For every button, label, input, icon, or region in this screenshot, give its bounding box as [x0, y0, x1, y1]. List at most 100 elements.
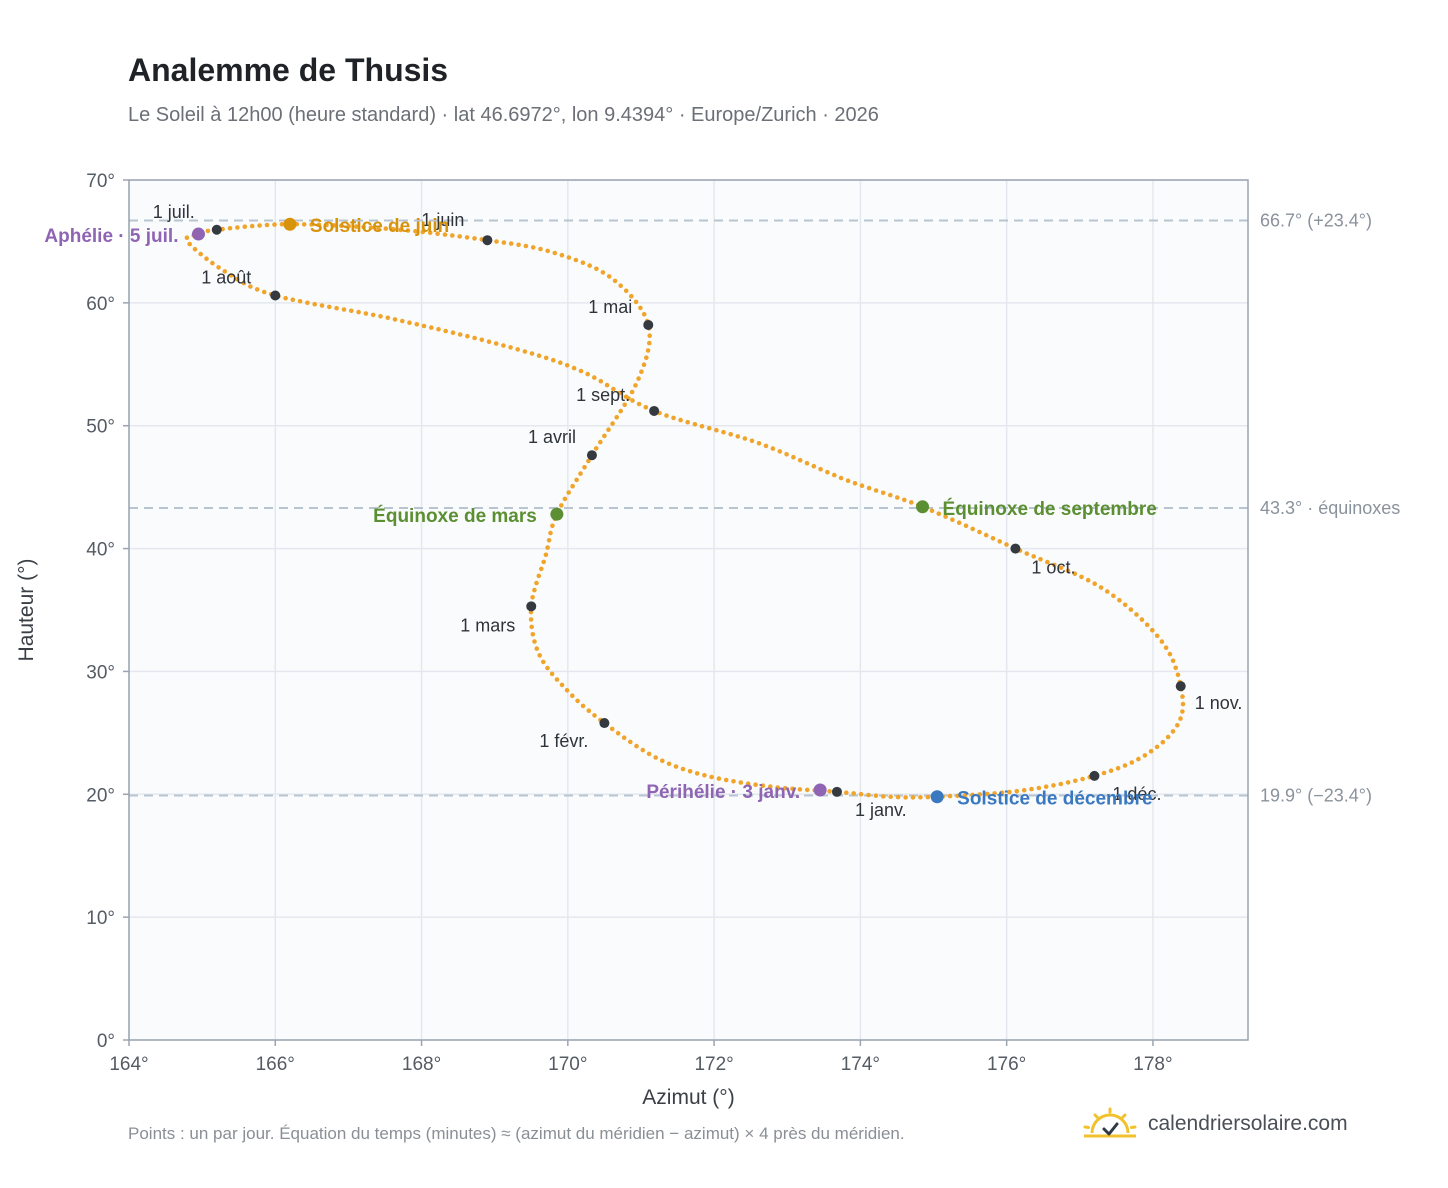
month-label: 1 juil. — [153, 202, 195, 222]
month-label: 1 juin — [421, 210, 464, 230]
daily-point — [852, 481, 858, 486]
event-label: Solstice de décembre — [957, 789, 1152, 810]
daily-point — [559, 252, 565, 258]
daily-point — [611, 386, 616, 392]
daily-point — [1021, 787, 1027, 793]
daily-point — [1038, 557, 1043, 562]
daily-point — [895, 794, 901, 800]
month-label: 1 avril — [528, 427, 576, 447]
daily-point — [534, 580, 539, 586]
daily-point — [570, 693, 575, 698]
daily-point — [818, 466, 823, 472]
daily-point — [1092, 581, 1097, 586]
month-marker — [649, 405, 660, 416]
daily-point — [493, 341, 499, 346]
daily-point — [361, 224, 366, 230]
daily-point — [680, 766, 686, 772]
daily-point — [549, 671, 555, 677]
daily-point — [629, 293, 634, 299]
daily-point — [895, 495, 900, 500]
daily-point — [210, 260, 215, 266]
month-label: 1 oct. — [1031, 558, 1075, 578]
x-tick-label: 178° — [1133, 1054, 1172, 1075]
daily-point — [552, 250, 558, 256]
event-marker — [916, 500, 930, 514]
daily-point — [702, 773, 707, 778]
daily-point — [784, 452, 789, 457]
daily-point — [888, 492, 893, 498]
daily-point — [1122, 763, 1128, 768]
daily-point — [407, 320, 412, 326]
daily-point — [534, 646, 540, 651]
daily-point — [1085, 577, 1091, 583]
daily-point — [1165, 734, 1171, 740]
daily-point — [501, 240, 507, 245]
reference-line-label: 43.3° · équinoxes — [1260, 498, 1400, 518]
daily-point — [543, 552, 549, 558]
daily-point — [405, 228, 411, 233]
daily-point — [970, 792, 975, 798]
daily-point — [641, 362, 647, 368]
y-tick-label: 50° — [86, 417, 115, 438]
month-label: 1 déc. — [1112, 784, 1161, 804]
daily-point — [811, 463, 817, 469]
month-marker — [211, 224, 222, 235]
daily-point — [956, 520, 962, 525]
daily-point — [723, 777, 729, 783]
daily-point — [1142, 753, 1148, 758]
daily-point — [346, 223, 352, 229]
daily-point — [566, 490, 571, 495]
event-label: Solstice de juin — [310, 216, 449, 237]
daily-point — [538, 246, 543, 252]
daily-point — [334, 305, 339, 311]
daily-point — [997, 539, 1002, 544]
plot-area — [129, 180, 1248, 1040]
daily-point — [479, 337, 485, 343]
daily-point — [554, 677, 560, 682]
y-tick-label: 40° — [86, 540, 115, 561]
daily-point — [192, 246, 198, 252]
chart-subtitle: Le Soleil à 12h00 (heure standard) · lat… — [128, 104, 879, 126]
reference-line-label: 19.9° (−23.4°) — [1260, 786, 1372, 806]
daily-point — [257, 223, 262, 228]
daily-point — [400, 318, 405, 324]
daily-point — [198, 251, 203, 257]
month-marker — [599, 718, 610, 729]
daily-point — [714, 427, 719, 433]
daily-point — [777, 449, 783, 454]
daily-point — [1178, 716, 1183, 721]
daily-point — [261, 289, 267, 295]
daily-point — [564, 363, 570, 368]
event-label: Aphélie · 5 juil. — [44, 226, 178, 247]
daily-point — [571, 365, 577, 371]
daily-point — [634, 743, 639, 749]
x-axis-label: Azimut (°) — [642, 1086, 734, 1109]
daily-point — [222, 269, 228, 274]
daily-point — [909, 500, 914, 505]
daily-point — [331, 223, 337, 228]
daily-point — [383, 226, 389, 231]
daily-point — [1170, 658, 1176, 664]
daily-point — [666, 761, 672, 767]
daily-point — [1058, 565, 1064, 571]
daily-point — [838, 475, 844, 481]
daily-point — [825, 469, 830, 475]
event-marker — [550, 507, 564, 521]
daily-point — [528, 617, 534, 622]
month-label: 1 mai — [588, 297, 632, 317]
brand[interactable]: calendriersolaire.com — [1082, 1104, 1348, 1144]
daily-point — [664, 413, 669, 418]
daily-point — [205, 228, 211, 234]
daily-point — [992, 791, 997, 796]
daily-point — [615, 731, 621, 736]
daily-point — [566, 255, 572, 260]
daily-point — [647, 340, 652, 346]
daily-point — [241, 280, 247, 286]
month-marker — [1089, 770, 1100, 781]
daily-point — [614, 415, 619, 420]
daily-point — [999, 790, 1005, 795]
event-label: Équinoxe de mars — [373, 505, 537, 527]
daily-point — [694, 771, 700, 776]
daily-point — [1045, 559, 1050, 565]
daily-point — [228, 273, 234, 278]
